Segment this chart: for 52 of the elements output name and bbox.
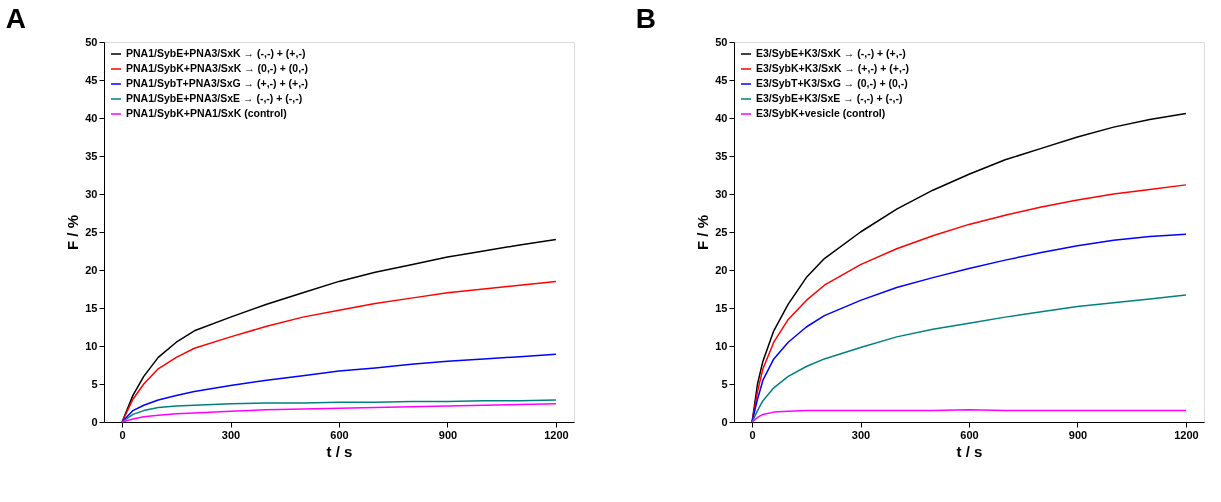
- x-tick-label: 600: [330, 428, 349, 441]
- y-tick-label: 35: [715, 149, 728, 162]
- x-axis-title: t / s: [956, 442, 983, 460]
- line-series: [751, 409, 1187, 423]
- x-tick-label: 0: [749, 428, 756, 441]
- legend-label: E3/SybE+K3/SxE → (-,-) + (-,-): [756, 92, 903, 104]
- x-axis-title: t / s: [326, 442, 353, 460]
- y-tick-label: 5: [721, 377, 728, 390]
- legend-label: E3/SybT+K3/SxG → (0,-) + (0,-): [756, 77, 908, 89]
- line-series: [121, 280, 557, 423]
- legend-label: PNA1/SybT+PNA3/SxG → (+,-) + (+,-): [126, 77, 309, 89]
- y-tick-label: 30: [715, 187, 728, 200]
- x-tick-label: 1200: [1174, 428, 1199, 441]
- line-series: [121, 353, 557, 423]
- y-tick-label: 0: [91, 415, 98, 428]
- y-tick-label: 30: [85, 187, 98, 200]
- y-tick-label: 5: [91, 377, 98, 390]
- x-tick-label: 900: [1068, 428, 1088, 441]
- legend-label: PNA1/SybE+PNA3/SxK → (-,-) + (+,-): [126, 47, 306, 59]
- y-tick-label: 40: [715, 111, 728, 124]
- y-tick-label: 45: [715, 73, 728, 86]
- x-tick-label: 1200: [544, 428, 569, 441]
- x-tick-label: 300: [221, 428, 241, 441]
- y-axis-title: F / %: [64, 214, 82, 251]
- y-tick-label: 20: [85, 263, 98, 276]
- y-tick-label: 45: [85, 73, 98, 86]
- x-tick-label: 900: [438, 428, 458, 441]
- y-tick-label: 10: [85, 339, 98, 352]
- y-tick-label: 10: [715, 339, 728, 352]
- y-tick-label: 0: [721, 415, 728, 428]
- legend-label: PNA1/SybE+PNA3/SxE → (-,-) + (-,-): [126, 92, 303, 104]
- legend-label: PNA1/SybK+PNA1/SxK (control): [126, 107, 287, 119]
- y-tick-label: 25: [85, 225, 98, 238]
- chart-title: B: [635, 3, 656, 34]
- legend-label: E3/SybK+vesicle (control): [756, 107, 886, 119]
- legend-label: E3/SybE+K3/SxK → (-,-) + (+,-): [756, 47, 906, 59]
- y-tick-label: 15: [715, 301, 728, 314]
- legend-label: PNA1/SybK+PNA3/SxK → (0,-) + (0,-): [126, 62, 309, 74]
- chart-title: A: [5, 3, 26, 34]
- x-tick-label: 0: [119, 428, 126, 441]
- y-tick-label: 50: [715, 35, 728, 48]
- legend-label: E3/SybK+K3/SxK → (+,-) + (+,-): [756, 62, 909, 74]
- y-tick-label: 15: [85, 301, 98, 314]
- y-tick-label: 20: [715, 263, 728, 276]
- y-tick-label: 40: [85, 111, 98, 124]
- line-series: [751, 294, 1187, 423]
- y-axis-title: F / %: [694, 214, 712, 251]
- x-tick-label: 600: [960, 428, 979, 441]
- y-tick-label: 35: [85, 149, 98, 162]
- x-tick-label: 300: [851, 428, 871, 441]
- y-tick-label: 50: [85, 35, 98, 48]
- y-tick-label: 25: [715, 225, 728, 238]
